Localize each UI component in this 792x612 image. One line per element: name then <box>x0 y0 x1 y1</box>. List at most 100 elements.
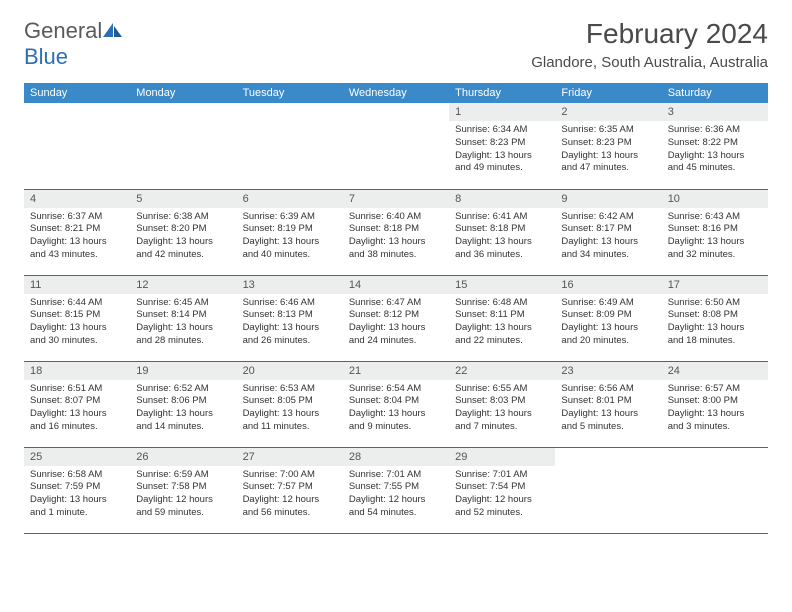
daylight-text: Daylight: 13 hours and 34 minutes. <box>561 236 655 262</box>
calendar-day-cell: 10Sunrise: 6:43 AMSunset: 8:16 PMDayligh… <box>662 189 768 275</box>
calendar-week-row: 11Sunrise: 6:44 AMSunset: 8:15 PMDayligh… <box>24 275 768 361</box>
daylight-text: Daylight: 13 hours and 24 minutes. <box>349 322 443 348</box>
day-details: Sunrise: 6:52 AMSunset: 8:06 PMDaylight:… <box>130 380 236 440</box>
daylight-text: Daylight: 12 hours and 59 minutes. <box>136 494 230 520</box>
day-details: Sunrise: 6:57 AMSunset: 8:00 PMDaylight:… <box>662 380 768 440</box>
calendar-day-cell: 26Sunrise: 6:59 AMSunset: 7:58 PMDayligh… <box>130 447 236 533</box>
sunrise-text: Sunrise: 6:57 AM <box>668 383 762 396</box>
day-number: 7 <box>343 190 449 208</box>
calendar-day-cell: .. <box>555 447 661 533</box>
day-details: Sunrise: 6:35 AMSunset: 8:23 PMDaylight:… <box>555 121 661 181</box>
day-number: 2 <box>555 103 661 121</box>
day-details: Sunrise: 6:56 AMSunset: 8:01 PMDaylight:… <box>555 380 661 440</box>
calendar-day-cell: .. <box>130 103 236 189</box>
sunset-text: Sunset: 8:00 PM <box>668 395 762 408</box>
sunset-text: Sunset: 8:12 PM <box>349 309 443 322</box>
day-number: 16 <box>555 276 661 294</box>
sunset-text: Sunset: 8:19 PM <box>243 223 337 236</box>
day-number: 29 <box>449 448 555 466</box>
sunset-text: Sunset: 8:17 PM <box>561 223 655 236</box>
sunrise-text: Sunrise: 6:38 AM <box>136 211 230 224</box>
calendar-day-cell: 18Sunrise: 6:51 AMSunset: 8:07 PMDayligh… <box>24 361 130 447</box>
day-details: Sunrise: 6:55 AMSunset: 8:03 PMDaylight:… <box>449 380 555 440</box>
weekday-header: Sunday <box>24 83 130 103</box>
day-details: Sunrise: 6:44 AMSunset: 8:15 PMDaylight:… <box>24 294 130 354</box>
sunrise-text: Sunrise: 6:36 AM <box>668 124 762 137</box>
daylight-text: Daylight: 13 hours and 26 minutes. <box>243 322 337 348</box>
sunrise-text: Sunrise: 6:46 AM <box>243 297 337 310</box>
calendar-table: SundayMondayTuesdayWednesdayThursdayFrid… <box>24 83 768 534</box>
daylight-text: Daylight: 13 hours and 11 minutes. <box>243 408 337 434</box>
day-details: Sunrise: 6:37 AMSunset: 8:21 PMDaylight:… <box>24 208 130 268</box>
sunset-text: Sunset: 8:18 PM <box>349 223 443 236</box>
daylight-text: Daylight: 13 hours and 38 minutes. <box>349 236 443 262</box>
sunset-text: Sunset: 8:03 PM <box>455 395 549 408</box>
sunset-text: Sunset: 8:14 PM <box>136 309 230 322</box>
header: General Blue February 2024 Glandore, Sou… <box>24 18 768 71</box>
logo-text: General Blue <box>24 18 124 70</box>
sunrise-text: Sunrise: 6:53 AM <box>243 383 337 396</box>
sunset-text: Sunset: 8:07 PM <box>30 395 124 408</box>
daylight-text: Daylight: 13 hours and 1 minute. <box>30 494 124 520</box>
day-details: Sunrise: 6:45 AMSunset: 8:14 PMDaylight:… <box>130 294 236 354</box>
location: Glandore, South Australia, Australia <box>531 54 768 71</box>
calendar-day-cell: 17Sunrise: 6:50 AMSunset: 8:08 PMDayligh… <box>662 275 768 361</box>
sunset-text: Sunset: 8:08 PM <box>668 309 762 322</box>
day-details: Sunrise: 7:00 AMSunset: 7:57 PMDaylight:… <box>237 466 343 526</box>
calendar-day-cell: 8Sunrise: 6:41 AMSunset: 8:18 PMDaylight… <box>449 189 555 275</box>
calendar-day-cell: 5Sunrise: 6:38 AMSunset: 8:20 PMDaylight… <box>130 189 236 275</box>
sunset-text: Sunset: 8:11 PM <box>455 309 549 322</box>
day-number: 22 <box>449 362 555 380</box>
day-number: 8 <box>449 190 555 208</box>
day-number: 6 <box>237 190 343 208</box>
day-number: 4 <box>24 190 130 208</box>
day-number: 27 <box>237 448 343 466</box>
calendar-week-row: 18Sunrise: 6:51 AMSunset: 8:07 PMDayligh… <box>24 361 768 447</box>
daylight-text: Daylight: 13 hours and 45 minutes. <box>668 150 762 176</box>
sunrise-text: Sunrise: 6:54 AM <box>349 383 443 396</box>
day-details: Sunrise: 6:51 AMSunset: 8:07 PMDaylight:… <box>24 380 130 440</box>
weekday-header: Wednesday <box>343 83 449 103</box>
sunrise-text: Sunrise: 6:42 AM <box>561 211 655 224</box>
day-number: 1 <box>449 103 555 121</box>
daylight-text: Daylight: 12 hours and 56 minutes. <box>243 494 337 520</box>
logo: General Blue <box>24 18 124 70</box>
day-number: 5 <box>130 190 236 208</box>
sunrise-text: Sunrise: 6:43 AM <box>668 211 762 224</box>
title-block: February 2024 Glandore, South Australia,… <box>531 18 768 71</box>
daylight-text: Daylight: 13 hours and 5 minutes. <box>561 408 655 434</box>
day-details: Sunrise: 6:46 AMSunset: 8:13 PMDaylight:… <box>237 294 343 354</box>
day-number: 17 <box>662 276 768 294</box>
sunrise-text: Sunrise: 6:50 AM <box>668 297 762 310</box>
calendar-day-cell: 16Sunrise: 6:49 AMSunset: 8:09 PMDayligh… <box>555 275 661 361</box>
calendar-day-cell: 7Sunrise: 6:40 AMSunset: 8:18 PMDaylight… <box>343 189 449 275</box>
calendar-day-cell: 29Sunrise: 7:01 AMSunset: 7:54 PMDayligh… <box>449 447 555 533</box>
sunset-text: Sunset: 8:21 PM <box>30 223 124 236</box>
calendar-day-cell: 21Sunrise: 6:54 AMSunset: 8:04 PMDayligh… <box>343 361 449 447</box>
day-number: 21 <box>343 362 449 380</box>
day-details: Sunrise: 6:58 AMSunset: 7:59 PMDaylight:… <box>24 466 130 526</box>
day-details: Sunrise: 6:40 AMSunset: 8:18 PMDaylight:… <box>343 208 449 268</box>
weekday-header: Friday <box>555 83 661 103</box>
sunrise-text: Sunrise: 6:37 AM <box>30 211 124 224</box>
sunrise-text: Sunrise: 6:40 AM <box>349 211 443 224</box>
day-details: Sunrise: 6:34 AMSunset: 8:23 PMDaylight:… <box>449 121 555 181</box>
day-number: 26 <box>130 448 236 466</box>
day-details: Sunrise: 6:54 AMSunset: 8:04 PMDaylight:… <box>343 380 449 440</box>
day-number: 9 <box>555 190 661 208</box>
day-number: 28 <box>343 448 449 466</box>
day-number: 14 <box>343 276 449 294</box>
calendar-day-cell: 25Sunrise: 6:58 AMSunset: 7:59 PMDayligh… <box>24 447 130 533</box>
calendar-day-cell: 27Sunrise: 7:00 AMSunset: 7:57 PMDayligh… <box>237 447 343 533</box>
calendar-day-cell: 13Sunrise: 6:46 AMSunset: 8:13 PMDayligh… <box>237 275 343 361</box>
daylight-text: Daylight: 13 hours and 20 minutes. <box>561 322 655 348</box>
sunset-text: Sunset: 8:22 PM <box>668 137 762 150</box>
calendar-day-cell: 15Sunrise: 6:48 AMSunset: 8:11 PMDayligh… <box>449 275 555 361</box>
sunrise-text: Sunrise: 7:00 AM <box>243 469 337 482</box>
sunset-text: Sunset: 8:13 PM <box>243 309 337 322</box>
sunset-text: Sunset: 7:54 PM <box>455 481 549 494</box>
day-number: 12 <box>130 276 236 294</box>
day-number: 11 <box>24 276 130 294</box>
sunrise-text: Sunrise: 6:51 AM <box>30 383 124 396</box>
calendar-day-cell: 6Sunrise: 6:39 AMSunset: 8:19 PMDaylight… <box>237 189 343 275</box>
